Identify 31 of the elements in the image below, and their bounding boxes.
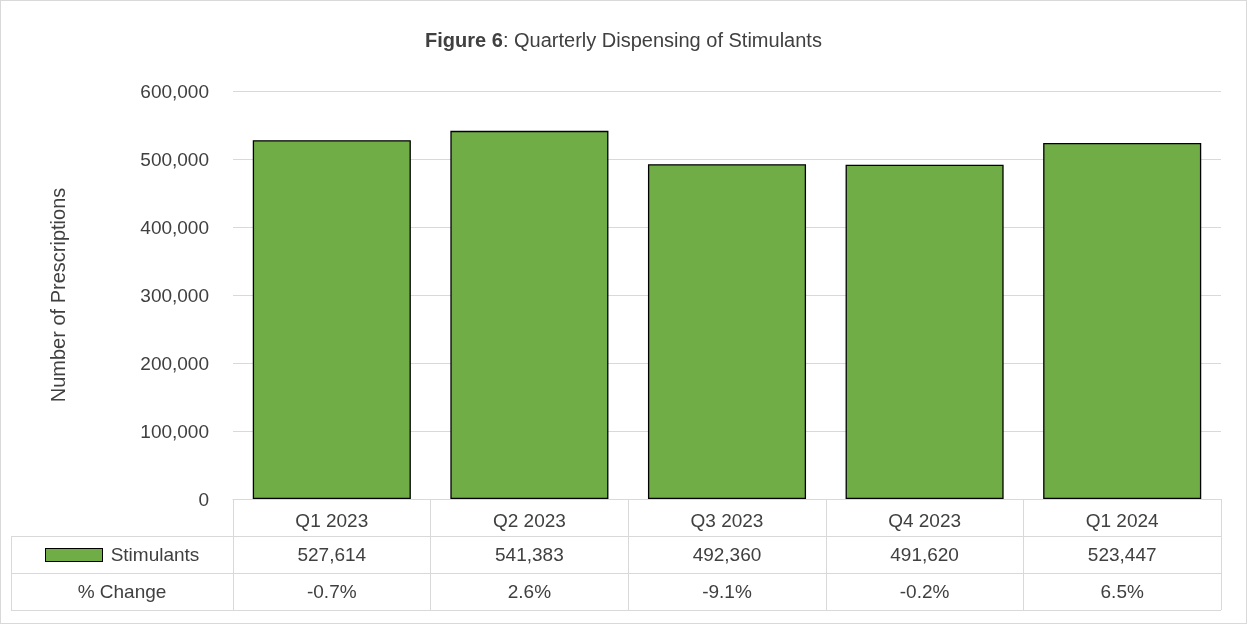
- data-label: 541,383: [494, 542, 565, 567]
- text: 6.5%: [1099, 579, 1145, 604]
- x-tick-label: Q1 2023: [295, 510, 369, 531]
- bar: [252, 140, 411, 499]
- y-tick-label: 500,000: [140, 148, 209, 170]
- data-label: 492,360: [691, 542, 763, 567]
- data-label: 491,620: [889, 542, 960, 567]
- bar: [450, 130, 609, 499]
- x-tick-label: Q1 2024: [1085, 510, 1160, 531]
- legend-label: Stimulants: [109, 542, 201, 567]
- y-tick-label: 400,000: [140, 216, 209, 238]
- text: % Change: [76, 579, 168, 604]
- y-tick-label: 300,000: [140, 284, 209, 306]
- y-axis-title: Number of Prescriptions: [47, 187, 69, 403]
- y-tick-label: 600,000: [140, 80, 209, 102]
- bar: [1043, 143, 1202, 499]
- y-tick-label: 100,000: [140, 420, 209, 442]
- text: 2.6%: [506, 579, 553, 604]
- bar: [845, 164, 1004, 499]
- y-tick-label: 0: [198, 488, 209, 510]
- text: -0.7%: [305, 579, 358, 604]
- bar: [647, 164, 807, 499]
- chart-title: Figure 6: Quarterly Dispensing of Stimulants: [424, 29, 823, 52]
- x-tick-label: Q2 2023: [492, 510, 566, 531]
- text: -0.2%: [898, 579, 951, 604]
- data-label: 523,447: [1086, 542, 1158, 567]
- x-tick-label: Q3 2023: [690, 510, 764, 531]
- y-tick-label: 200,000: [140, 352, 209, 374]
- x-tick-label: Q4 2023: [888, 510, 962, 531]
- data-label: 527,614: [296, 542, 368, 567]
- text: -9.1%: [701, 579, 753, 604]
